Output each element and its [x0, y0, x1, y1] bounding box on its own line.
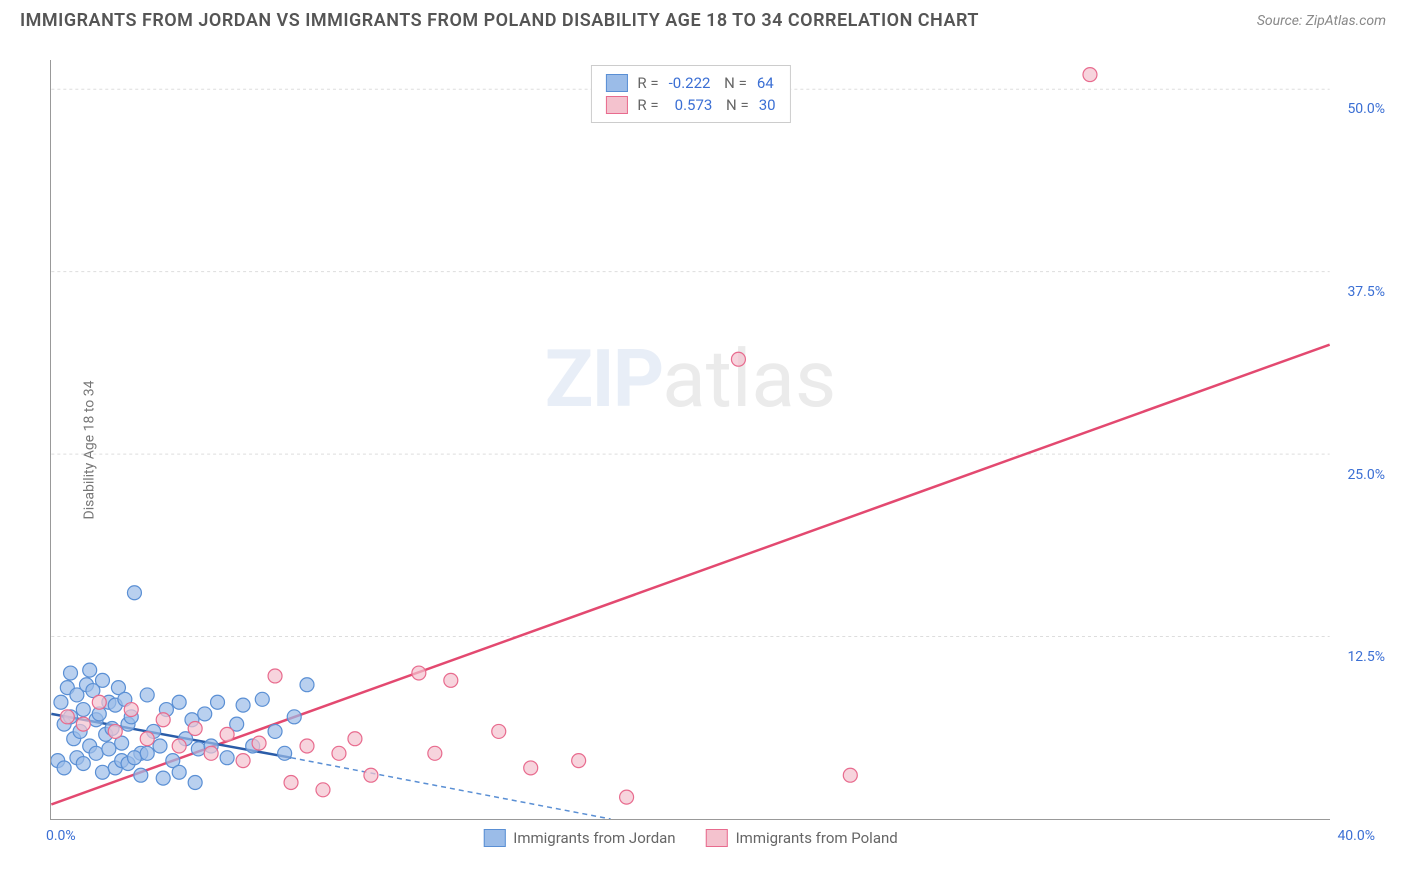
data-point [364, 768, 378, 782]
data-point [300, 739, 314, 753]
data-point [211, 695, 225, 709]
stats-legend: R = -0.222 N = 64 R = 0.573 N = 30 [590, 65, 790, 123]
data-point [492, 724, 506, 738]
data-point [428, 746, 442, 760]
trendline-poland [51, 345, 1329, 805]
legend-item-jordan: Immigrants from Jordan [483, 829, 675, 847]
x-tick-max: 40.0% [1337, 828, 1375, 844]
data-point [348, 732, 362, 746]
data-point [278, 746, 292, 760]
y-tick-label: 37.5% [1347, 284, 1385, 300]
data-point [76, 703, 90, 717]
chart-title: IMMIGRANTS FROM JORDAN VS IMMIGRANTS FRO… [20, 10, 979, 31]
data-point [172, 739, 186, 753]
data-point [252, 736, 266, 750]
data-point [76, 757, 90, 771]
data-point [153, 739, 167, 753]
swatch-poland [605, 96, 627, 114]
data-point [572, 754, 586, 768]
data-point [140, 746, 154, 760]
data-point [76, 717, 90, 731]
data-point [204, 746, 218, 760]
data-point [127, 586, 141, 600]
x-tick-min: 0.0% [46, 828, 76, 844]
data-point [89, 746, 103, 760]
chart-header: IMMIGRANTS FROM JORDAN VS IMMIGRANTS FRO… [0, 0, 1406, 41]
data-point [287, 710, 301, 724]
data-point [316, 783, 330, 797]
data-point [198, 707, 212, 721]
swatch-jordan [605, 74, 627, 92]
legend-item-poland: Immigrants from Poland [706, 829, 898, 847]
data-point [268, 669, 282, 683]
data-point [524, 761, 538, 775]
data-point [188, 722, 202, 736]
data-point [236, 754, 250, 768]
data-point [172, 695, 186, 709]
data-point [191, 742, 205, 756]
data-point [57, 761, 71, 775]
data-point [332, 746, 346, 760]
data-point [127, 751, 141, 765]
data-point [284, 776, 298, 790]
trendline-jordan-dash [291, 758, 611, 819]
data-point [172, 765, 186, 779]
legend-swatch-poland [706, 829, 728, 847]
data-point [95, 673, 109, 687]
data-point [156, 771, 170, 785]
stats-row-poland: R = 0.573 N = 30 [605, 94, 775, 116]
source-attribution: Source: ZipAtlas.com [1257, 13, 1386, 29]
data-point [124, 703, 138, 717]
data-point [268, 724, 282, 738]
data-point [92, 695, 106, 709]
plot-svg [51, 60, 1330, 819]
data-point [102, 742, 116, 756]
data-point [843, 768, 857, 782]
data-point [300, 678, 314, 692]
data-point [60, 710, 74, 724]
data-point [255, 692, 269, 706]
series-legend: Immigrants from Jordan Immigrants from P… [483, 829, 897, 847]
data-point [83, 663, 97, 677]
stats-row-jordan: R = -0.222 N = 64 [605, 72, 775, 94]
data-point [1083, 68, 1097, 82]
y-tick-label: 50.0% [1347, 101, 1385, 117]
data-point [620, 790, 634, 804]
legend-swatch-jordan [483, 829, 505, 847]
plot-region: ZIPatlas R = -0.222 N = 64 R = 0.573 N =… [50, 60, 1330, 820]
data-point [140, 688, 154, 702]
data-point [412, 666, 426, 680]
data-point [64, 666, 78, 680]
data-point [140, 732, 154, 746]
y-tick-label: 25.0% [1347, 467, 1385, 483]
data-point [156, 713, 170, 727]
chart-area: Disability Age 18 to 34 ZIPatlas R = -0.… [50, 50, 1380, 850]
data-point [731, 352, 745, 366]
data-point [236, 698, 250, 712]
data-point [188, 776, 202, 790]
y-tick-label: 12.5% [1347, 649, 1385, 665]
data-point [95, 765, 109, 779]
data-point [108, 724, 122, 738]
data-point [444, 673, 458, 687]
data-point [220, 727, 234, 741]
data-point [54, 695, 68, 709]
data-point [134, 768, 148, 782]
data-point [220, 751, 234, 765]
